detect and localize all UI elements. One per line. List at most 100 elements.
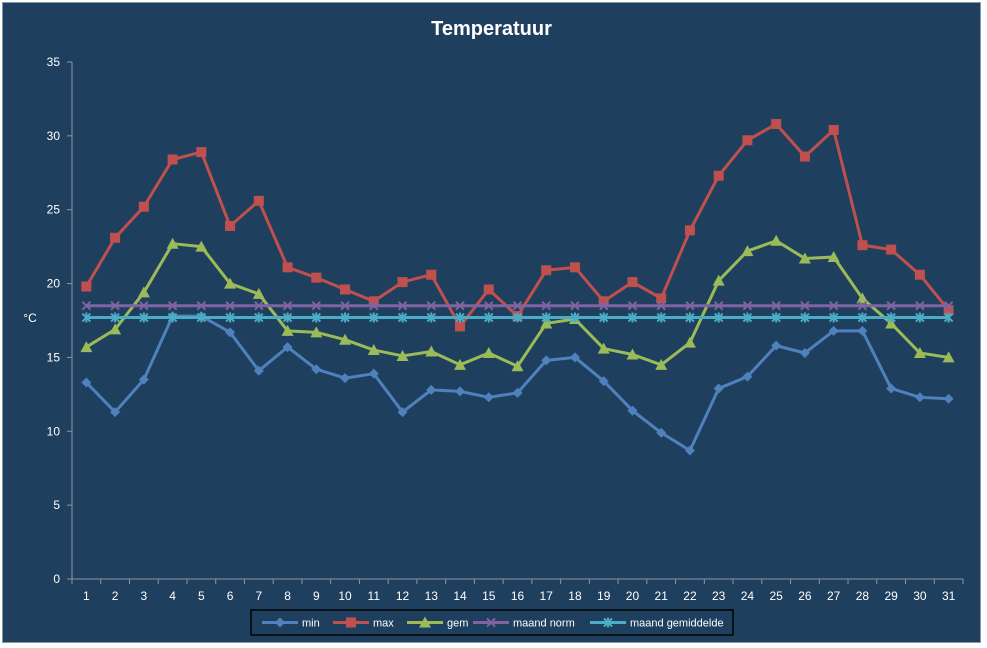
data-point bbox=[857, 240, 868, 251]
data-point bbox=[712, 274, 725, 286]
data-point bbox=[109, 323, 122, 335]
x-tick-label: 3 bbox=[141, 589, 148, 603]
data-point bbox=[368, 296, 379, 307]
x-tick-label: 16 bbox=[511, 589, 525, 603]
x-tick-label: 11 bbox=[368, 589, 381, 603]
data-point bbox=[196, 301, 207, 311]
data-point bbox=[684, 445, 695, 456]
data-point bbox=[81, 281, 92, 292]
data-point bbox=[455, 301, 465, 311]
data-point bbox=[828, 124, 839, 135]
x-tick-label: 17 bbox=[540, 589, 554, 603]
data-point bbox=[512, 312, 523, 323]
data-point bbox=[80, 341, 93, 353]
data-point bbox=[886, 301, 896, 311]
data-point bbox=[626, 348, 639, 360]
data-point bbox=[483, 284, 494, 295]
data-point bbox=[369, 312, 379, 323]
x-tick-label: 26 bbox=[798, 589, 812, 603]
data-point bbox=[885, 317, 898, 329]
y-axis-label: °C bbox=[23, 311, 37, 325]
data-point bbox=[195, 240, 208, 252]
data-point bbox=[942, 351, 955, 363]
data-point bbox=[943, 301, 954, 311]
data-point bbox=[224, 277, 237, 289]
legend-entry: maand gemiddelde bbox=[590, 617, 724, 630]
data-point bbox=[569, 352, 580, 363]
data-point bbox=[225, 301, 235, 311]
data-point bbox=[311, 301, 322, 311]
data-point bbox=[828, 301, 839, 311]
legend: min max gem maand norm maand gemiddelde bbox=[250, 609, 734, 636]
data-point bbox=[368, 368, 379, 379]
data-point bbox=[426, 269, 437, 280]
data-point bbox=[598, 296, 609, 307]
x-tick-label: 31 bbox=[942, 589, 956, 603]
data-point bbox=[541, 265, 552, 276]
data-point bbox=[196, 147, 207, 158]
data-point bbox=[426, 301, 436, 311]
data-point bbox=[742, 371, 753, 382]
data-point bbox=[167, 154, 178, 165]
series-gem bbox=[80, 234, 955, 372]
data-point bbox=[425, 345, 438, 357]
series-line bbox=[85, 122, 950, 328]
legend-swatch-marker bbox=[603, 617, 613, 628]
data-point bbox=[598, 376, 609, 387]
data-point bbox=[454, 358, 467, 370]
data-point bbox=[253, 195, 264, 206]
data-point bbox=[570, 301, 580, 311]
data-point bbox=[683, 336, 696, 348]
data-point bbox=[599, 301, 609, 311]
y-tick-label: 15 bbox=[47, 350, 61, 364]
data-point bbox=[484, 312, 494, 323]
data-point bbox=[597, 342, 610, 354]
data-point bbox=[225, 312, 235, 323]
data-point bbox=[253, 365, 264, 376]
data-point bbox=[540, 317, 553, 329]
x-tick-label: 7 bbox=[255, 589, 262, 603]
data-point bbox=[771, 312, 781, 323]
data-point bbox=[426, 312, 436, 323]
data-point bbox=[340, 312, 350, 323]
x-tick-label: 5 bbox=[198, 589, 205, 603]
x-tick-label: 9 bbox=[313, 589, 320, 603]
data-point bbox=[339, 333, 352, 345]
data-point bbox=[166, 237, 179, 249]
data-point bbox=[81, 312, 92, 323]
data-point bbox=[455, 321, 466, 332]
data-point bbox=[713, 301, 724, 311]
data-point bbox=[137, 286, 150, 298]
data-point bbox=[857, 325, 868, 336]
x-tick-label: 18 bbox=[568, 589, 582, 603]
data-point bbox=[656, 427, 667, 438]
data-point bbox=[397, 312, 408, 323]
data-point bbox=[943, 305, 954, 316]
data-point bbox=[311, 312, 322, 323]
data-point bbox=[886, 244, 897, 255]
data-point bbox=[913, 346, 926, 358]
data-point bbox=[771, 340, 782, 351]
data-point bbox=[943, 393, 954, 404]
data-point bbox=[742, 301, 753, 311]
y-tick-label: 5 bbox=[53, 498, 60, 512]
data-point bbox=[685, 301, 695, 311]
data-point bbox=[914, 269, 925, 280]
series-maand-norm bbox=[81, 301, 954, 311]
data-point bbox=[915, 301, 925, 311]
legend-entry: maand norm bbox=[473, 618, 575, 630]
x-tick-label: 10 bbox=[338, 589, 352, 603]
data-point bbox=[713, 312, 724, 323]
data-point bbox=[138, 374, 149, 385]
series-maand-gemiddelde bbox=[81, 312, 954, 323]
legend-label: maand gemiddelde bbox=[630, 618, 724, 630]
data-point bbox=[627, 277, 638, 288]
legend-swatch-marker bbox=[275, 617, 285, 628]
legend-swatch-marker bbox=[486, 617, 496, 628]
x-tick-label: 24 bbox=[741, 589, 755, 603]
data-point bbox=[110, 407, 121, 418]
data-point bbox=[396, 349, 409, 361]
data-point bbox=[281, 324, 294, 336]
data-point bbox=[196, 312, 207, 323]
